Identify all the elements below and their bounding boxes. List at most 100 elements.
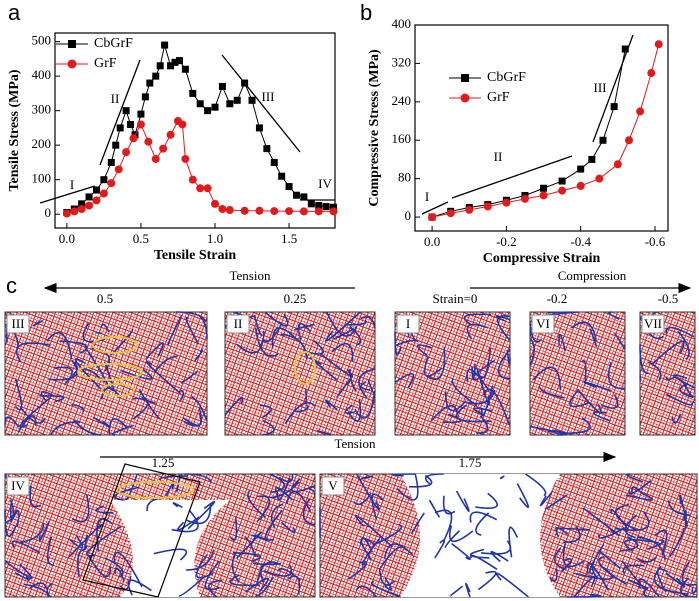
fiber: [463, 313, 492, 326]
point: [270, 158, 278, 166]
annotation: I: [70, 177, 74, 192]
fiber: [475, 512, 490, 536]
strain-label: 0.5: [97, 291, 113, 306]
fiber: [262, 419, 275, 436]
point: [100, 176, 108, 184]
strain-label: Strain=0: [433, 291, 478, 306]
fiber: [172, 502, 183, 509]
annotation-line: [451, 155, 573, 199]
fiber: [667, 500, 691, 517]
point: [314, 207, 323, 216]
fiber: [183, 473, 212, 483]
fiber: [120, 368, 153, 380]
fiber: [394, 373, 415, 389]
legend-marker: [461, 74, 469, 82]
panel-label: b: [360, 0, 372, 25]
fiber: [224, 396, 244, 416]
point: [175, 57, 183, 65]
fiber: [349, 325, 362, 347]
point: [465, 205, 474, 214]
fiber: [11, 540, 41, 554]
fiber: [29, 485, 42, 508]
fiber: [614, 510, 650, 532]
point: [136, 120, 145, 129]
arrow-label: Compression: [558, 268, 627, 283]
fiber: [444, 391, 467, 412]
fiber: [231, 552, 240, 583]
fiber: [95, 505, 114, 514]
fiber: [20, 523, 45, 544]
fiber: [324, 399, 338, 411]
fiber: [473, 407, 492, 417]
fiber: [259, 564, 265, 583]
fiber: [680, 577, 698, 598]
fiber: [256, 561, 279, 585]
annotation: III: [262, 89, 275, 104]
y-tick-label: 80: [398, 170, 411, 185]
fiber: [54, 366, 73, 386]
fiber: [38, 521, 50, 542]
y-tick-label: 200: [32, 136, 52, 151]
point: [188, 175, 197, 184]
fiber: [508, 526, 519, 558]
fiber: [643, 587, 654, 598]
fiber: [294, 323, 315, 331]
fiber: [355, 473, 380, 511]
fiber: [563, 526, 581, 544]
point: [181, 154, 190, 163]
stage-bg: [6, 314, 30, 334]
fiber: [429, 499, 441, 518]
stage-label: III: [12, 316, 25, 331]
fiber: [92, 416, 111, 429]
point: [62, 209, 71, 218]
fiber: [651, 340, 685, 365]
point: [178, 120, 187, 129]
fiber: [691, 587, 698, 594]
fiber: [360, 316, 376, 329]
y-axis-label: Tensile Stress (MPa): [7, 69, 22, 191]
point: [624, 136, 633, 145]
fiber: [14, 378, 23, 411]
fiber: [646, 539, 665, 550]
fiber: [455, 490, 470, 512]
fiber: [355, 585, 378, 598]
fiber: [589, 328, 598, 348]
y-tick-label: 160: [392, 131, 412, 146]
point: [263, 145, 271, 153]
point: [127, 120, 135, 128]
fiber: [138, 389, 161, 420]
point: [428, 213, 437, 222]
fiber: [384, 577, 393, 591]
fiber: [119, 575, 132, 591]
stage-label: I: [406, 316, 410, 331]
fiber: [331, 342, 354, 362]
point: [159, 144, 168, 153]
fiber: [264, 509, 283, 541]
fiber: [354, 514, 393, 548]
fiber: [434, 539, 446, 559]
fiber: [153, 548, 188, 561]
fiber: [256, 495, 271, 523]
fiber: [124, 474, 138, 501]
highlight: [92, 336, 138, 354]
fiber: [608, 311, 620, 320]
snapshot-bg: [4, 311, 208, 436]
stage-bg: [226, 314, 250, 334]
fiber: [96, 517, 113, 552]
point: [599, 136, 607, 144]
fiber: [529, 425, 557, 434]
legend-marker: [68, 40, 76, 48]
fiber: [229, 574, 260, 587]
point: [577, 165, 585, 173]
fiber: [194, 349, 204, 362]
point: [166, 130, 175, 139]
fiber: [68, 535, 84, 549]
fiber: [665, 393, 694, 406]
fiber: [423, 356, 442, 377]
x-tick-label: 0.5: [133, 231, 149, 246]
fiber: [444, 530, 460, 549]
fiber: [236, 531, 262, 559]
x-axis-label: Tensile Strain: [154, 248, 237, 263]
fiber: [588, 543, 605, 575]
fiber: [471, 363, 476, 380]
